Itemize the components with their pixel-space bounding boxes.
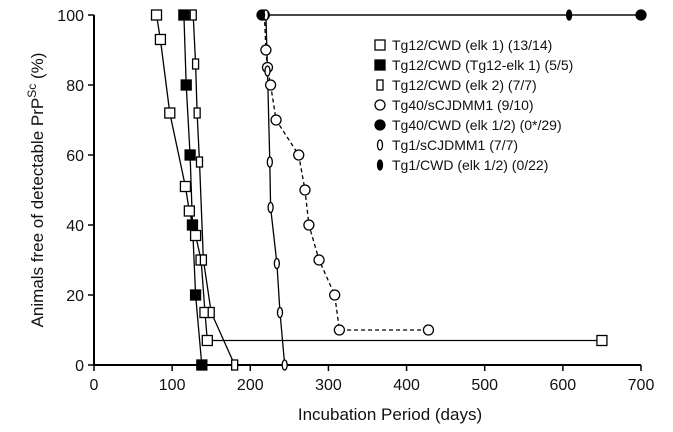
x-axis-title: Incubation Period (days) — [298, 405, 482, 424]
x-axis-ticks: 0 100 200 300 400 500 600 700 — [90, 365, 655, 394]
data-point-open-square — [596, 334, 608, 347]
data-point-open-square — [201, 334, 213, 347]
y-axis-title-unit: (%) — [28, 53, 47, 84]
data-point-open-circle — [293, 149, 305, 161]
y-tick-label: 80 — [66, 78, 84, 95]
data-point-open-square — [154, 33, 167, 46]
legend-item-5: Tg40/CWD (elk 1/2) (0*/29) — [374, 117, 562, 133]
y-tick-label: 100 — [57, 8, 84, 25]
data-point-filled-square — [189, 289, 202, 301]
data-point-open-rect — [207, 306, 215, 319]
data-point-filled-ellipse — [258, 9, 266, 21]
y-axis-title-superscript: Sc — [25, 84, 39, 98]
data-point-open-rect — [189, 9, 197, 21]
y-tick-label: 20 — [66, 288, 84, 305]
chart-axes — [93, 15, 641, 366]
data-point-open-circle — [260, 44, 272, 56]
legend-item-6: Tg1/sCJDMM1 (7/7) — [376, 137, 518, 153]
data-point-open-rect — [231, 359, 239, 371]
data-point-open-rect — [191, 58, 200, 70]
series-line-2 — [183, 14, 203, 366]
legend-item-7: Tg1/CWD (elk 1/2) (0/22) — [376, 157, 548, 173]
legend: Tg12/CWD (elk 1) (13/14) Tg12/CWD (Tg12-e… — [374, 37, 573, 173]
y-axis-title-main: Animals free of detectable PrP — [28, 98, 47, 328]
data-point-open-square — [150, 9, 163, 21]
y-tick-label: 60 — [66, 148, 84, 165]
data-point-open-rect — [199, 254, 208, 266]
legend-label: Tg40/sCJDMM1 (9/10) — [392, 97, 534, 113]
data-point-filled-square — [196, 359, 208, 371]
data-point-open-circle — [422, 324, 435, 336]
legend-item-2: Tg12/CWD (Tg12-elk 1) (5/5) — [374, 57, 573, 73]
legend-item-1: Tg12/CWD (elk 1) (13/14) — [374, 37, 552, 53]
data-point-open-circle — [333, 324, 346, 336]
data-point-filled-ellipse — [565, 9, 573, 21]
y-tick-label: 40 — [66, 218, 84, 235]
data-point-open-circle — [303, 219, 315, 231]
legend-label: Tg12/CWD (Tg12-elk 1) (5/5) — [392, 57, 573, 73]
x-tick-label: 400 — [393, 377, 420, 394]
data-point-open-circle — [374, 99, 386, 111]
data-point-open-ellipse — [267, 201, 274, 214]
data-point-open-ellipse — [273, 257, 281, 270]
series-3-points — [189, 9, 239, 371]
data-point-open-ellipse — [264, 65, 271, 77]
data-point-open-circle — [313, 254, 325, 266]
data-point-open-square — [374, 39, 386, 51]
data-point-filled-ellipse — [637, 9, 645, 21]
x-tick-label: 100 — [159, 377, 186, 394]
data-point-open-circle — [299, 184, 311, 196]
x-tick-label: 700 — [628, 377, 655, 394]
legend-label: Tg1/CWD (elk 1/2) (0/22) — [392, 157, 548, 173]
data-point-open-circle — [264, 79, 277, 91]
y-tick-label: 0 — [75, 358, 84, 375]
x-tick-label: 0 — [90, 377, 99, 394]
legend-label: Tg40/CWD (elk 1/2) (0*/29) — [392, 117, 562, 133]
data-point-open-square — [189, 229, 202, 242]
data-point-open-ellipse — [276, 306, 284, 319]
x-tick-label: 600 — [550, 377, 577, 394]
y-axis-ticks: 0 20 40 60 80 100 — [57, 8, 94, 375]
data-point-filled-square — [374, 59, 386, 71]
series-2-points — [178, 9, 208, 371]
legend-item-3: Tg12/CWD (elk 2) (7/7) — [376, 77, 537, 93]
legend-label: Tg1/sCJDMM1 (7/7) — [392, 137, 518, 153]
x-tick-label: 200 — [237, 377, 264, 394]
data-point-open-square — [183, 205, 195, 217]
data-point-open-circle — [329, 289, 341, 301]
data-point-open-rect — [376, 79, 384, 91]
data-point-filled-square — [178, 9, 190, 21]
data-point-filled-circle — [374, 119, 386, 131]
data-point-open-circle — [270, 114, 282, 126]
data-point-open-rect — [195, 156, 204, 168]
y-axis-title: Animals free of detectable PrPSc (%) — [25, 53, 47, 328]
data-point-filled-square — [184, 149, 196, 161]
data-point-filled-square — [180, 79, 192, 91]
data-point-open-square — [164, 107, 176, 119]
x-tick-label: 300 — [315, 377, 342, 394]
x-tick-label: 500 — [471, 377, 498, 394]
series-7-points — [258, 9, 645, 21]
legend-label: Tg12/CWD (elk 2) (7/7) — [392, 77, 537, 93]
data-point-open-ellipse — [376, 139, 384, 151]
series-markers — [150, 9, 647, 371]
data-point-filled-square — [186, 219, 199, 231]
data-point-open-ellipse — [281, 359, 288, 371]
legend-item-4: Tg40/sCJDMM1 (9/10) — [374, 97, 534, 113]
data-point-open-ellipse — [266, 156, 273, 168]
legend-label: Tg12/CWD (elk 1) (13/14) — [392, 37, 552, 53]
data-point-open-square — [179, 180, 192, 193]
data-point-filled-ellipse — [376, 159, 384, 171]
data-point-open-rect — [193, 107, 201, 119]
